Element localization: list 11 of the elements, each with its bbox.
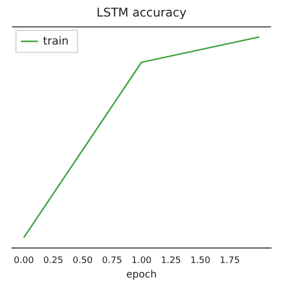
x-tick-label: 0.00: [14, 256, 34, 266]
legend-label: train: [43, 34, 69, 48]
x-tick-label: 0.75: [102, 256, 122, 266]
x-tick-label: 1.00: [131, 256, 152, 266]
chart-title: LSTM accuracy: [96, 5, 186, 20]
x-tick-label: 1.25: [160, 256, 181, 266]
x-tick-label: 1.50: [190, 256, 211, 266]
x-tick-label: 0.50: [72, 256, 93, 266]
x-tick-label: 0.25: [43, 256, 64, 266]
x-axis-title: epoch: [126, 270, 157, 281]
x-tick-label: 1.75: [220, 256, 240, 266]
